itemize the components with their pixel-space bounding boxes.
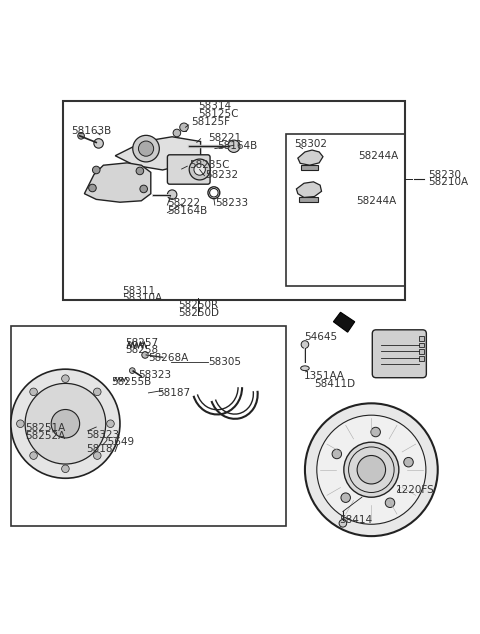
Circle shape [194,164,205,175]
Bar [11,327,286,526]
Text: 58187: 58187 [157,388,190,398]
Text: 58255B: 58255B [111,377,152,387]
Text: 58257: 58257 [126,338,159,348]
Circle shape [94,139,103,148]
Circle shape [93,166,100,174]
Text: 58233: 58233 [215,198,248,208]
Circle shape [30,388,37,396]
Polygon shape [299,197,318,202]
Circle shape [130,368,135,373]
Text: 25649: 25649 [101,437,134,447]
Polygon shape [298,150,323,165]
Circle shape [61,375,69,382]
Circle shape [89,184,96,192]
Circle shape [180,123,188,131]
Circle shape [301,340,309,348]
Text: 58305: 58305 [208,357,240,367]
Text: 58250R: 58250R [178,300,218,310]
Circle shape [138,141,154,156]
Circle shape [140,185,147,193]
Text: 58323: 58323 [138,370,171,380]
Text: 58302: 58302 [295,139,327,149]
Text: 58235C: 58235C [189,160,229,170]
Text: 54645: 54645 [304,332,337,342]
Text: 58411D: 58411D [314,379,356,389]
Text: 58252A: 58252A [25,430,65,441]
Text: 1351AA: 1351AA [304,372,345,381]
Text: 58314: 58314 [198,101,231,111]
Circle shape [305,403,438,536]
Circle shape [344,442,399,497]
Text: 58244A: 58244A [356,196,396,206]
Text: 58221: 58221 [208,133,241,143]
Text: 58268A: 58268A [148,353,189,363]
Text: 58310A: 58310A [122,293,162,303]
Ellipse shape [300,366,309,371]
Circle shape [51,410,80,438]
Text: 58230: 58230 [428,170,461,179]
Circle shape [11,369,120,478]
Text: 58232: 58232 [205,170,239,179]
Circle shape [142,352,148,358]
Circle shape [136,167,144,175]
Bar [286,134,405,286]
Text: 58250D: 58250D [178,307,219,318]
Bar [63,101,405,301]
Circle shape [25,384,106,464]
Circle shape [78,133,84,139]
Circle shape [94,388,101,396]
Circle shape [404,458,413,467]
Circle shape [17,420,24,427]
Circle shape [228,140,240,152]
Text: 58164B: 58164B [168,206,208,216]
Text: 58164B: 58164B [217,141,257,152]
Text: 58187: 58187 [86,444,119,454]
Text: 58258: 58258 [126,345,159,355]
Circle shape [339,519,347,527]
Text: 58251A: 58251A [25,424,65,434]
Text: 58311: 58311 [122,286,156,296]
Text: 58323: 58323 [86,430,119,439]
Text: 58125F: 58125F [191,117,230,127]
Circle shape [341,493,350,502]
Text: 58244A: 58244A [358,151,398,161]
Circle shape [94,452,101,460]
Text: 58125C: 58125C [198,109,239,119]
Circle shape [133,135,159,162]
Bar [419,342,424,347]
Circle shape [371,427,381,437]
Text: 58210A: 58210A [428,178,468,187]
Circle shape [332,450,342,459]
Bar [419,349,424,354]
Polygon shape [297,182,322,197]
Circle shape [168,190,177,199]
Circle shape [317,415,426,524]
Polygon shape [301,165,318,170]
Circle shape [385,498,395,507]
Circle shape [173,129,180,137]
Polygon shape [115,137,201,170]
Text: 58163B: 58163B [72,126,112,136]
Polygon shape [334,313,355,332]
Text: 1220FS: 1220FS [396,485,435,495]
Text: 58222: 58222 [168,198,201,208]
Text: 58414: 58414 [339,515,372,525]
Circle shape [30,452,37,460]
Circle shape [189,159,210,180]
Polygon shape [84,163,151,202]
Circle shape [107,420,114,427]
FancyBboxPatch shape [168,155,210,184]
Bar [419,356,424,361]
Circle shape [61,465,69,472]
FancyBboxPatch shape [372,330,426,378]
Bar [419,336,424,340]
Circle shape [357,455,385,484]
